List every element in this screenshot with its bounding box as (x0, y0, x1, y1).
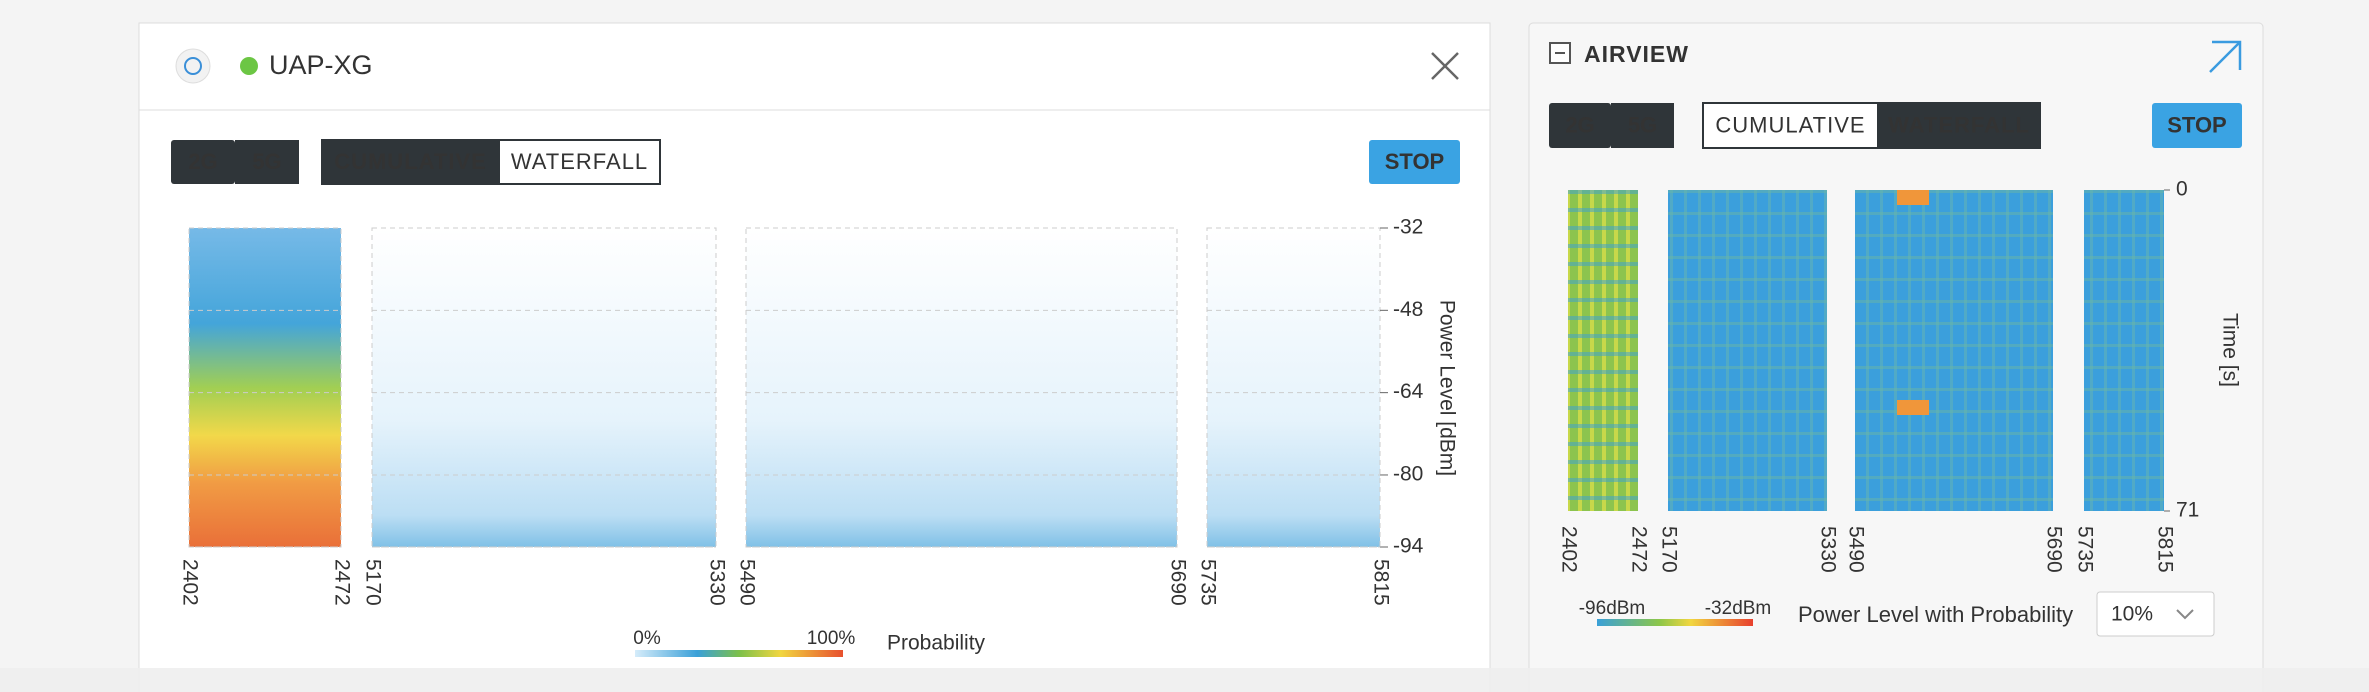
airview-title: AIRVIEW (1584, 41, 1689, 67)
band-button[interactable] (235, 140, 299, 184)
band-button-label: 5G (252, 149, 281, 174)
mode-button-label: CUMULATIVE (1715, 112, 1865, 137)
y-tick-label: 0 (2176, 178, 2188, 201)
legend-title: Power Level with Probability (1798, 602, 2073, 627)
x-tick-label: 5690 (2042, 526, 2065, 573)
stop-button[interactable] (1369, 140, 1460, 184)
dropdown-caret (2176, 609, 2194, 620)
legend-min: 0% (633, 628, 661, 649)
y-tick-label: -32 (1393, 216, 1423, 239)
x-tick-label: 2472 (330, 559, 353, 606)
x-tick-label: 5735 (1196, 559, 1219, 606)
y-axis-label: Time [s] (2218, 313, 2241, 387)
x-tick-label: 2402 (1557, 526, 1580, 573)
mode-button[interactable] (321, 139, 500, 185)
x-tick-label: 5815 (2153, 526, 2176, 573)
device-icon-ring (184, 57, 202, 75)
dropdown-value: 10% (2111, 603, 2153, 626)
heatmap-group (1207, 228, 1380, 547)
mode-button[interactable] (1702, 102, 1879, 149)
stop-button[interactable] (2152, 103, 2242, 148)
band-button-label: 2G (188, 149, 217, 174)
group-frame (745, 227, 1178, 548)
band-button-label: 2G (1565, 112, 1594, 137)
dropdown[interactable] (2096, 591, 2215, 637)
mode-button-label: WATERFALL (1888, 112, 2030, 137)
mode-button-label: WATERFALL (511, 149, 648, 174)
hotspot (1897, 190, 1929, 205)
stop-button-label: STOP (1385, 149, 1445, 174)
hotspot (1897, 400, 1929, 415)
mode-button-label: CUMULATIVE (334, 149, 487, 174)
heatmap-group (189, 228, 341, 547)
mode-button[interactable] (1877, 102, 2041, 149)
legend-title: Probability (887, 632, 986, 655)
y-axis-label: Power Level [dBm] (1435, 300, 1458, 476)
mode-button[interactable] (498, 139, 661, 185)
heatmap-group (372, 228, 716, 547)
legend-max: 100% (807, 628, 856, 649)
status-dot (240, 57, 258, 75)
bottom-shadow (0, 668, 2369, 692)
waterfall-group (1568, 190, 1638, 511)
band-button-label: 5G (1628, 112, 1657, 137)
stop-button-label: STOP (2167, 112, 2227, 137)
legend-bar (1597, 619, 1753, 626)
y-tick-label: -94 (1393, 535, 1424, 558)
band-button[interactable] (171, 140, 235, 184)
x-tick-label: 5690 (1166, 559, 1189, 606)
x-tick-label: 5490 (1844, 526, 1867, 573)
x-tick-label: 5490 (735, 559, 758, 606)
x-tick-label: 5735 (2073, 526, 2096, 573)
x-tick-label: 2402 (178, 559, 201, 606)
group-frame (1206, 227, 1381, 548)
legend-max: -32dBm (1705, 598, 1772, 619)
waterfall-group (2084, 190, 2164, 511)
x-tick-label: 5330 (705, 559, 728, 606)
y-tick-label: -48 (1393, 298, 1423, 321)
y-tick-label: -80 (1393, 463, 1423, 486)
x-tick-label: 5815 (1369, 559, 1392, 606)
x-tick-label: 5170 (361, 559, 384, 606)
x-tick-label: 5170 (1657, 526, 1680, 573)
expand-button[interactable] (2209, 40, 2242, 73)
heatmap-group (746, 228, 1177, 547)
band-button[interactable] (1611, 103, 1674, 148)
waterfall-group (1855, 190, 2053, 511)
device-title: UAP-XG (269, 50, 373, 80)
waterfall-group (1668, 190, 1827, 511)
legend-min: -96dBm (1579, 598, 1646, 619)
x-tick-label: 2472 (1627, 526, 1650, 573)
y-tick-label: 71 (2176, 499, 2199, 522)
legend-bar (635, 650, 843, 657)
x-tick-label: 5330 (1816, 526, 1839, 573)
device-icon (175, 48, 211, 84)
close-button[interactable] (1431, 52, 1459, 80)
band-button[interactable] (1549, 103, 1611, 148)
y-tick-label: -64 (1393, 380, 1424, 403)
